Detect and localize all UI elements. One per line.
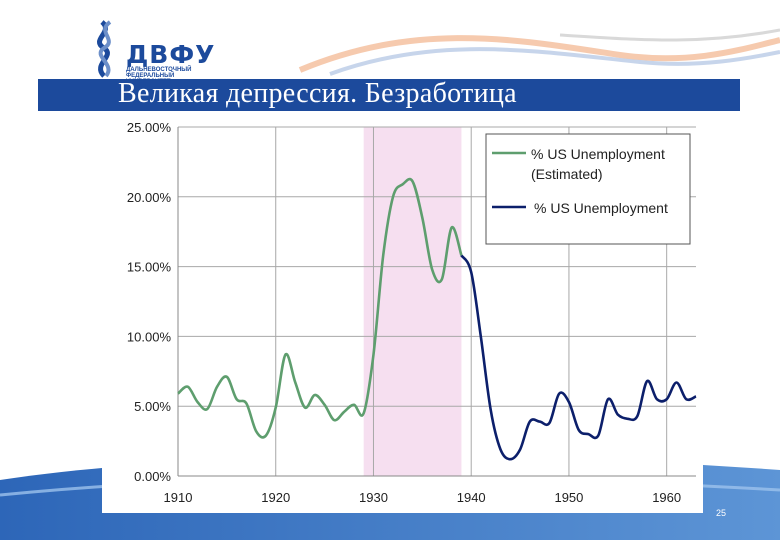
x-tick-label: 1920 xyxy=(261,490,290,505)
page-number: 25 xyxy=(716,508,727,518)
y-tick-label: 0.00% xyxy=(134,469,171,484)
x-tick-label: 1910 xyxy=(164,490,193,505)
header-swoosh-graphic xyxy=(298,28,780,76)
dvfu-logo: ДВФУ Дальневосточный федеральный универс… xyxy=(84,18,224,85)
y-tick-label: 20.00% xyxy=(127,190,172,205)
chart-panel: 25.00% 20.00% 15.00% 10.00% 5.00% 0.00% 1910 19… xyxy=(102,113,703,513)
logo-wordmark: ДВФУ xyxy=(126,40,216,69)
page-title: Великая депрессия. Безработица xyxy=(118,78,517,109)
series-line-actual xyxy=(460,254,697,461)
y-tick-label: 10.00% xyxy=(127,329,172,344)
unemployment-chart: 25.00% 20.00% 15.00% 10.00% 5.00% 0.00% 1910 19… xyxy=(127,120,697,505)
legend-label-estimated: % US Unemployment xyxy=(531,146,665,162)
y-tick-label: 15.00% xyxy=(127,260,172,275)
logo-helix-icon xyxy=(97,20,112,78)
series-line-estimated xyxy=(177,177,463,439)
y-tick-label: 25.00% xyxy=(127,120,172,135)
legend-label-actual: % US Unemployment xyxy=(534,200,668,216)
title-bar xyxy=(38,79,740,111)
x-tick-label: 1950 xyxy=(554,490,583,505)
x-tick-label: 1940 xyxy=(457,490,486,505)
depression-highlight-band xyxy=(363,127,462,476)
legend-label-estimated-note: (Estimated) xyxy=(531,166,603,182)
x-tick-label: 1930 xyxy=(359,490,388,505)
y-tick-label: 5.00% xyxy=(134,399,171,414)
x-tick-label: 1960 xyxy=(652,490,681,505)
